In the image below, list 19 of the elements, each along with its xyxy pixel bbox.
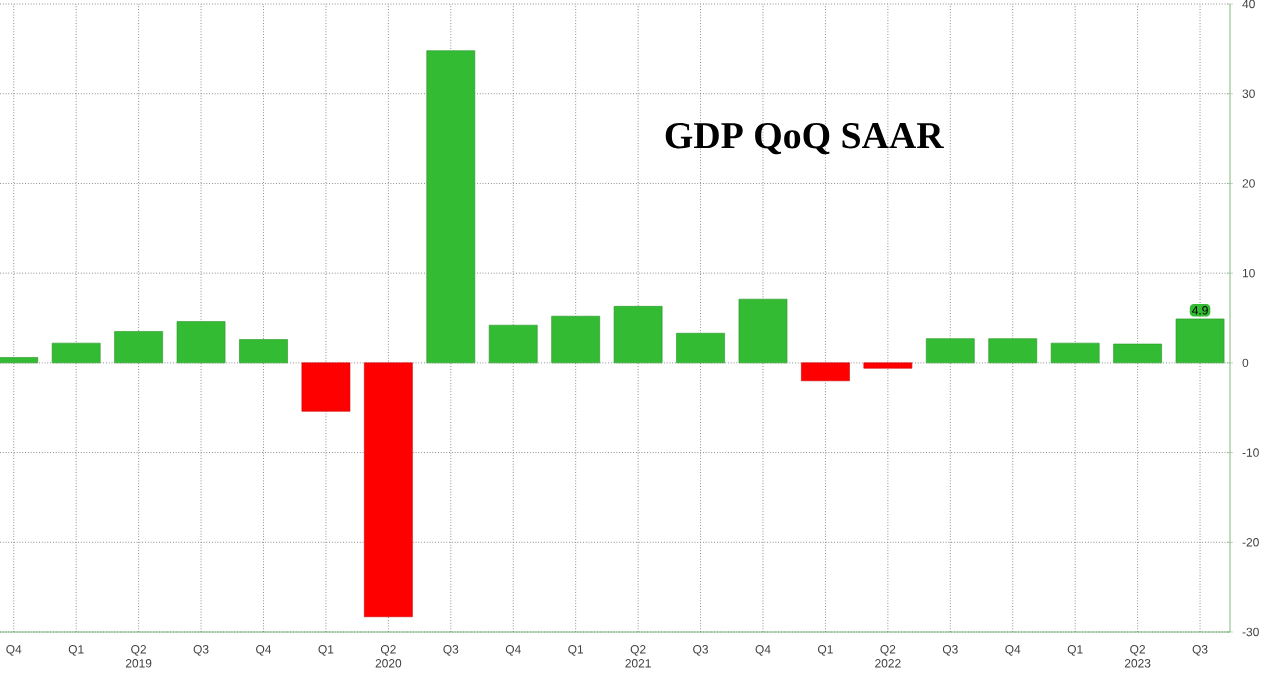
bar: [301, 362, 351, 412]
bar: [738, 298, 788, 364]
bar: [1050, 342, 1100, 364]
bar: [51, 342, 101, 364]
bar: [988, 338, 1038, 364]
bar: [364, 362, 413, 618]
bar: [676, 332, 725, 364]
bar: [925, 338, 975, 364]
bar: [239, 339, 288, 364]
bar: [426, 50, 476, 364]
text: GDP QoQ SAAR: [665, 122, 944, 155]
bar: [551, 315, 601, 364]
bar: [488, 324, 538, 364]
bar: [114, 331, 163, 364]
bar: [863, 362, 913, 369]
bar: [801, 362, 850, 382]
bar: [1113, 343, 1162, 364]
bar: [613, 306, 663, 364]
bar: [176, 321, 226, 364]
